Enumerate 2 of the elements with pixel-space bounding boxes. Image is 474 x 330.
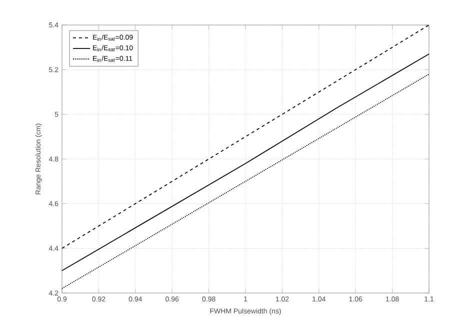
line-series <box>62 74 429 289</box>
line-series <box>62 54 429 272</box>
